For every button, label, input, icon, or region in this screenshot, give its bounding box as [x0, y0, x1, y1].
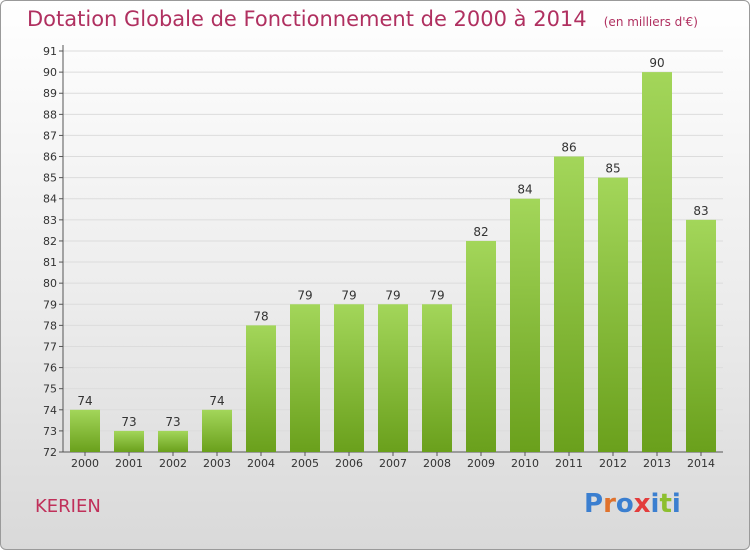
bar [246, 325, 276, 452]
data-label: 79 [385, 288, 400, 302]
x-tick-label: 2008 [423, 457, 451, 470]
chart-title-text: Dotation Globale de Fonctionnement de 20… [27, 7, 587, 31]
logo-letter: r [603, 489, 616, 519]
bar [686, 219, 716, 452]
y-tick-label: 85 [43, 172, 57, 185]
chart-title: Dotation Globale de Fonctionnement de 20… [27, 7, 698, 31]
y-tick-label: 90 [43, 66, 57, 79]
x-tick-label: 2002 [159, 457, 187, 470]
logo-letter: t [659, 489, 672, 519]
y-tick-labels: 72 73 74 75 76 77 78 79 80 81 82 83 84 85 86 87 88 89 90 91 [43, 45, 57, 459]
y-tick-label: 74 [43, 404, 57, 417]
y-tick-label: 84 [43, 193, 57, 206]
logo-letter: x [633, 489, 651, 519]
y-tick-label: 91 [43, 45, 57, 58]
data-label: 73 [165, 415, 180, 429]
y-tick-label: 88 [43, 108, 57, 121]
data-label: 79 [341, 288, 356, 302]
bar [378, 304, 408, 452]
commune-name: KERIEN [35, 496, 101, 517]
y-tick-label: 73 [43, 425, 57, 438]
y-tick-label: 72 [43, 446, 57, 459]
bar [642, 72, 672, 453]
bar [554, 156, 584, 453]
bar [158, 430, 188, 452]
bars [70, 72, 716, 453]
data-labels: 74 73 73 74 78 79 79 79 79 82 84 86 85 90 83 [77, 56, 708, 429]
x-tick-label: 2011 [555, 457, 583, 470]
bar [510, 198, 540, 452]
bar [334, 304, 364, 452]
x-tick-label: 2004 [247, 457, 275, 470]
bar [466, 240, 496, 452]
bar [114, 430, 144, 452]
logo-letter: i [671, 489, 681, 519]
proxiti-logo[interactable]: Proxiti [584, 489, 681, 519]
y-tick-label: 83 [43, 214, 57, 227]
data-label: 83 [693, 204, 708, 218]
y-tick-label: 86 [43, 151, 57, 164]
logo-letter: o [615, 489, 634, 519]
x-tick-labels: 2000 2001 2002 2003 2004 2005 2006 2007 2008 2009… [71, 457, 715, 470]
data-label: 79 [297, 288, 312, 302]
x-tick-label: 2014 [687, 457, 715, 470]
y-tick-label: 80 [43, 277, 57, 290]
data-label: 90 [649, 56, 664, 70]
x-tick-label: 2006 [335, 457, 363, 470]
bar [290, 304, 320, 452]
y-tick-label: 78 [43, 319, 57, 332]
y-tick-label: 89 [43, 87, 57, 100]
x-tick-label: 2001 [115, 457, 143, 470]
logo-letter: i [650, 489, 660, 519]
y-tick-label: 82 [43, 235, 57, 248]
data-label: 79 [429, 288, 444, 302]
y-tick-label: 79 [43, 298, 57, 311]
x-tick-label: 2012 [599, 457, 627, 470]
x-tick-label: 2010 [511, 457, 539, 470]
data-label: 73 [121, 415, 136, 429]
data-label: 86 [561, 141, 576, 155]
x-tick-label: 2003 [203, 457, 231, 470]
x-tick-label: 2000 [71, 457, 99, 470]
logo-letter: P [584, 489, 604, 519]
data-label: 84 [517, 183, 532, 197]
y-tick-label: 87 [43, 129, 57, 142]
bar [422, 304, 452, 452]
y-tick-label: 76 [43, 362, 57, 375]
data-label: 78 [253, 309, 268, 323]
data-label: 82 [473, 225, 488, 239]
data-label: 74 [77, 394, 92, 408]
bar [598, 177, 628, 452]
x-tick-label: 2005 [291, 457, 319, 470]
x-tick-label: 2007 [379, 457, 407, 470]
data-label: 85 [605, 162, 620, 176]
y-tick-label: 77 [43, 340, 57, 353]
data-label: 74 [209, 394, 224, 408]
bar [202, 409, 232, 452]
y-tick-label: 75 [43, 383, 57, 396]
bar [70, 409, 100, 452]
x-tick-label: 2009 [467, 457, 495, 470]
chart-unit: (en milliers d'€) [603, 15, 698, 29]
y-tick-label: 81 [43, 256, 57, 269]
x-tick-label: 2013 [643, 457, 671, 470]
